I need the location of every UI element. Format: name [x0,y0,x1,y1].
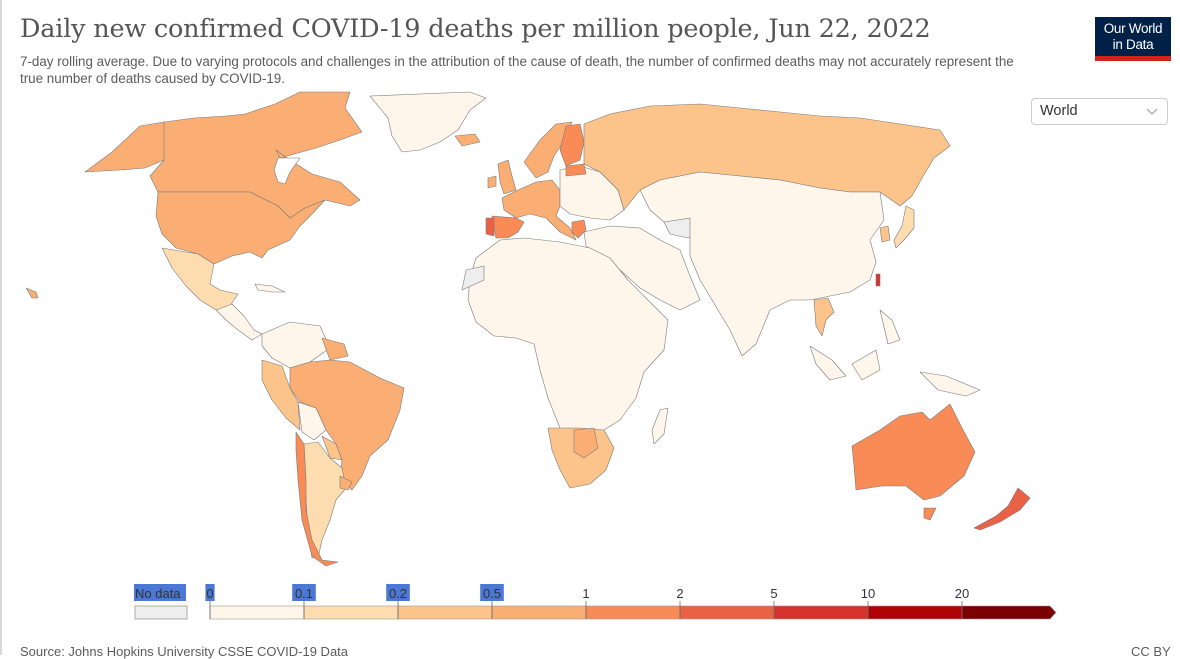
map-region-japan[interactable] [893,205,915,249]
map-region-ireland[interactable] [487,175,497,189]
map-region-greenland[interactable] [369,91,487,153]
map-region-botswana[interactable] [573,427,599,459]
map-region-hawaii[interactable] [25,287,39,299]
map-region-southeast-asia[interactable] [809,309,981,397]
legend-bin[interactable] [491,605,587,620]
map-region-tasmania[interactable] [923,507,937,521]
region-select[interactable]: World [1031,98,1168,125]
map-region-taiwan[interactable] [875,273,881,287]
legend-no-data-swatch [134,605,188,620]
map-region-western-sahara[interactable] [461,265,485,291]
region-select-value: World [1040,103,1078,119]
legend-bin[interactable] [585,605,681,620]
legend-no-data-label-bg [134,584,186,601]
map-region-central-america[interactable] [215,303,263,341]
legend-bin[interactable] [773,605,869,620]
legend-no-data[interactable]: No data [134,584,188,620]
left-border [0,0,2,655]
map-region-guianas[interactable] [321,337,349,361]
legend-tick-label: 2 [676,586,683,601]
map-region-portugal[interactable] [485,217,495,237]
map-region-baltics[interactable] [565,163,587,177]
legend-tick-label: 0.1 [295,586,313,601]
map-region-uk[interactable] [497,159,517,195]
map-region-madagascar[interactable] [651,407,669,445]
map-region-eastern-europe[interactable] [559,165,625,221]
legend-tick-label: 0.2 [389,586,407,601]
map-region-iceland[interactable] [454,133,481,147]
map-region-africa[interactable] [467,237,669,433]
legend-tick-highlight [205,584,215,601]
map-region-cuba[interactable] [254,283,286,293]
legend-tick-label: 1 [582,586,589,601]
world-map[interactable] [0,88,1180,578]
map-region-paraguay[interactable] [321,435,343,461]
map-region-western-europe[interactable] [501,179,577,241]
map-region-australia[interactable] [851,403,976,501]
legend-tick-label: 20 [955,586,969,601]
legend-bins [209,605,1057,620]
legend-bin[interactable] [303,605,399,620]
map-region-finland[interactable] [559,123,585,167]
license-link[interactable]: CC BY [1131,644,1171,659]
legend-bin[interactable] [397,605,493,620]
legend-tick-label: 0 [206,586,213,601]
map-region-thailand[interactable] [813,297,835,337]
map-region-korea[interactable] [879,225,891,243]
map-water-hudson-bay [273,157,301,185]
map-region-uruguay[interactable] [339,475,353,491]
map-region-mexico[interactable] [161,247,239,311]
chart-title: Daily new confirmed COVID-19 deaths per … [20,14,931,44]
legend-bin[interactable] [867,605,963,620]
map-region-asia[interactable] [639,171,885,357]
legend-tick-highlight [292,584,316,601]
legend-tick-label: 0.5 [483,586,501,601]
legend-bin[interactable] [209,605,305,620]
legend-no-data-label: No data [135,586,181,601]
map-region-peru[interactable] [261,359,301,431]
map-region-usa[interactable] [155,191,326,265]
color-legend: No data 0 0.1 0.2 0.5 1 2 5 10 20 [134,584,1057,620]
legend-bin[interactable] [961,605,1057,620]
legend-tick-label: 5 [770,586,777,601]
chevron-down-icon [1146,108,1158,116]
source-note: Source: Johns Hopkins University CSSE CO… [20,644,349,659]
owid-logo[interactable]: Our World in Data [1095,17,1171,61]
chart-subtitle: 7-day rolling average. Due to varying pr… [20,54,1014,86]
legend-ticks: 0 0.1 0.2 0.5 1 2 5 10 20 [205,584,969,619]
legend-tick-highlight [386,584,410,601]
map-region-spain[interactable] [491,215,525,239]
legend-bin[interactable] [679,605,775,620]
logo-line-1: Our World [1103,21,1163,36]
map-region-chile[interactable] [295,431,339,567]
map-region-greece[interactable] [571,219,587,239]
map-region-new-zealand[interactable] [973,487,1031,531]
map-region-russia[interactable] [583,103,951,211]
logo-line-2: in Data [1112,37,1154,52]
legend-tick-highlight [480,584,504,601]
legend-tick-label: 10 [861,586,875,601]
map-region-bolivia[interactable] [297,401,327,441]
